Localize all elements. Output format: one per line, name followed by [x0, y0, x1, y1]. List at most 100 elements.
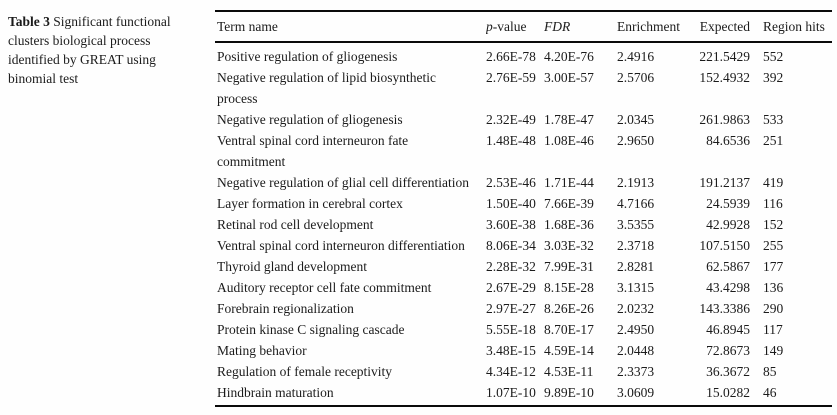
cell-enrichment: 2.5706	[617, 70, 655, 85]
cell-enrichment: 2.3718	[617, 238, 655, 253]
cell-term: Thyroid gland development	[217, 259, 367, 274]
table-row: Protein kinase C signaling cascade 5.55E-…	[215, 319, 832, 340]
cell-enrichment: 2.4950	[617, 322, 655, 337]
cell-enrichment: 2.8281	[617, 259, 655, 274]
cell-term: Auditory receptor cell fate commitment	[217, 280, 432, 295]
cell-term: Mating behavior	[217, 343, 307, 358]
cell-p-value: 4.34E-12	[486, 364, 536, 379]
cell-enrichment: 3.5355	[617, 217, 655, 232]
cell-term: Negative regulation of lipid biosyntheti…	[217, 70, 436, 106]
cell-region-hits: 152	[763, 217, 784, 232]
caption-text: Significant functional clusters biologic…	[8, 14, 171, 86]
p-value-suffix: -value	[492, 19, 527, 34]
cell-term: Layer formation in cerebral cortex	[217, 196, 403, 211]
fdr-label: FDR	[544, 19, 571, 34]
table-row: Negative regulation of lipid biosyntheti…	[215, 67, 832, 109]
cell-region-hits: 46	[763, 385, 777, 400]
cell-p-value: 2.53E-46	[486, 175, 536, 190]
cell-fdr: 1.71E-44	[544, 175, 594, 190]
cell-term: Positive regulation of gliogenesis	[217, 49, 398, 64]
table-row: Ventral spinal cord interneuron fate com…	[215, 130, 832, 172]
cell-p-value: 2.76E-59	[486, 70, 536, 85]
cell-region-hits: 117	[763, 322, 783, 337]
table-row: Forebrain regionalization 2.97E-27 8.26E-2…	[215, 298, 832, 319]
cell-enrichment: 4.7166	[617, 196, 655, 211]
cell-enrichment: 2.1913	[617, 175, 655, 190]
cell-expected: 84.6536	[706, 133, 750, 148]
cell-p-value: 3.60E-38	[486, 217, 536, 232]
cell-region-hits: 116	[763, 196, 783, 211]
cell-fdr: 4.53E-11	[544, 364, 594, 379]
cell-fdr: 8.26E-26	[544, 301, 594, 316]
cell-region-hits: 177	[763, 259, 784, 274]
cell-region-hits: 552	[763, 49, 784, 64]
cell-expected: 72.8673	[706, 343, 750, 358]
table-row: Mating behavior 3.48E-15 4.59E-14 2.0448 72.…	[215, 340, 832, 361]
cell-term: Retinal rod cell development	[217, 217, 374, 232]
cell-region-hits: 533	[763, 112, 784, 127]
cell-enrichment: 3.0609	[617, 385, 655, 400]
cell-enrichment: 2.9650	[617, 133, 655, 148]
col-header-term-name: Term name	[215, 11, 486, 43]
table-row: Hindbrain maturation 1.07E-10 9.89E-10 3.06…	[215, 382, 832, 406]
cell-fdr: 3.03E-32	[544, 238, 594, 253]
cell-fdr: 9.89E-10	[544, 385, 594, 400]
cell-p-value: 1.07E-10	[486, 385, 536, 400]
caption-label: Table 3	[8, 14, 50, 29]
cell-region-hits: 85	[763, 364, 777, 379]
table-row: Thyroid gland development 2.28E-32 7.99E-3…	[215, 256, 832, 277]
cell-expected: 221.5429	[699, 49, 750, 64]
cell-fdr: 4.20E-76	[544, 49, 594, 64]
cell-expected: 42.9928	[706, 217, 750, 232]
cell-expected: 143.3386	[699, 301, 750, 316]
cell-region-hits: 251	[763, 133, 784, 148]
cell-p-value: 8.06E-34	[486, 238, 536, 253]
cell-fdr: 3.00E-57	[544, 70, 594, 85]
cell-term: Negative regulation of gliogenesis	[217, 112, 403, 127]
cell-term: Ventral spinal cord interneuron differen…	[217, 238, 465, 253]
table-row: Ventral spinal cord interneuron differen…	[215, 235, 832, 256]
cell-enrichment: 2.3373	[617, 364, 655, 379]
table-header: Term name p-value FDR Enrichment Expecte…	[215, 11, 832, 43]
cell-expected: 24.5939	[706, 196, 750, 211]
cell-expected: 36.3672	[706, 364, 750, 379]
cell-expected: 261.9863	[699, 112, 750, 127]
col-header-p-value: p-value	[486, 11, 544, 43]
cell-p-value: 1.48E-48	[486, 133, 536, 148]
cell-p-value: 2.97E-27	[486, 301, 536, 316]
cell-p-value: 2.67E-29	[486, 280, 536, 295]
cell-p-value: 5.55E-18	[486, 322, 536, 337]
p-value-italic-p: p	[486, 19, 493, 34]
cell-fdr: 1.68E-36	[544, 217, 594, 232]
col-header-fdr: FDR	[544, 11, 617, 43]
cell-term: Protein kinase C signaling cascade	[217, 322, 405, 337]
cell-term: Hindbrain maturation	[217, 385, 334, 400]
cell-fdr: 1.78E-47	[544, 112, 594, 127]
cell-region-hits: 149	[763, 343, 784, 358]
cell-expected: 43.4298	[706, 280, 750, 295]
cell-fdr: 4.59E-14	[544, 343, 594, 358]
cell-fdr: 7.99E-31	[544, 259, 594, 274]
table-caption: Table 3 Significant functional clusters …	[8, 12, 188, 88]
table-row: Retinal rod cell development 3.60E-38 1.68…	[215, 214, 832, 235]
cell-region-hits: 392	[763, 70, 784, 85]
cell-expected: 62.5867	[706, 259, 750, 274]
cell-region-hits: 290	[763, 301, 784, 316]
cell-region-hits: 419	[763, 175, 784, 190]
table-row: Negative regulation of glial cell differ…	[215, 172, 832, 193]
col-header-region-hits: Region hits	[750, 11, 832, 43]
cell-region-hits: 255	[763, 238, 784, 253]
table-row: Auditory receptor cell fate commitment 2.…	[215, 277, 832, 298]
cell-region-hits: 136	[763, 280, 784, 295]
table-header-row: Term name p-value FDR Enrichment Expecte…	[215, 11, 832, 43]
cell-expected: 152.4932	[699, 70, 750, 85]
cell-enrichment: 3.1315	[617, 280, 655, 295]
cell-enrichment: 2.4916	[617, 49, 655, 64]
cell-enrichment: 2.0232	[617, 301, 655, 316]
cell-p-value: 3.48E-15	[486, 343, 536, 358]
cell-term: Regulation of female receptivity	[217, 364, 393, 379]
cell-term: Negative regulation of glial cell differ…	[217, 175, 470, 190]
table-row: Layer formation in cerebral cortex 1.50E-…	[215, 193, 832, 214]
cell-expected: 46.8945	[706, 322, 750, 337]
